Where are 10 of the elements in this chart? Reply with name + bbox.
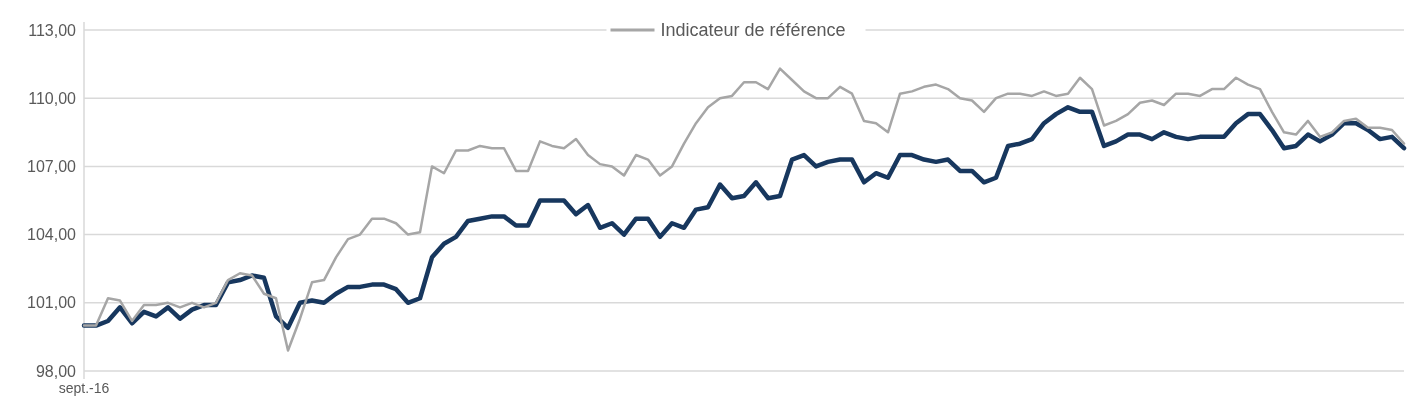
line-series	[82, 67, 1406, 352]
y-tick-label: 110,00	[28, 89, 77, 107]
y-tick-label: 104,00	[27, 226, 77, 244]
y-tick-label: 98,00	[35, 362, 77, 380]
y-tick-label: 101,00	[27, 294, 77, 312]
y-tick-label: 107,00	[27, 158, 77, 175]
line-series	[81, 105, 1407, 331]
y-tick-label: 113,00	[28, 21, 77, 39]
legend-label: Indicateur de référence	[660, 20, 846, 41]
x-tick-label: sept.-16	[58, 380, 110, 396]
